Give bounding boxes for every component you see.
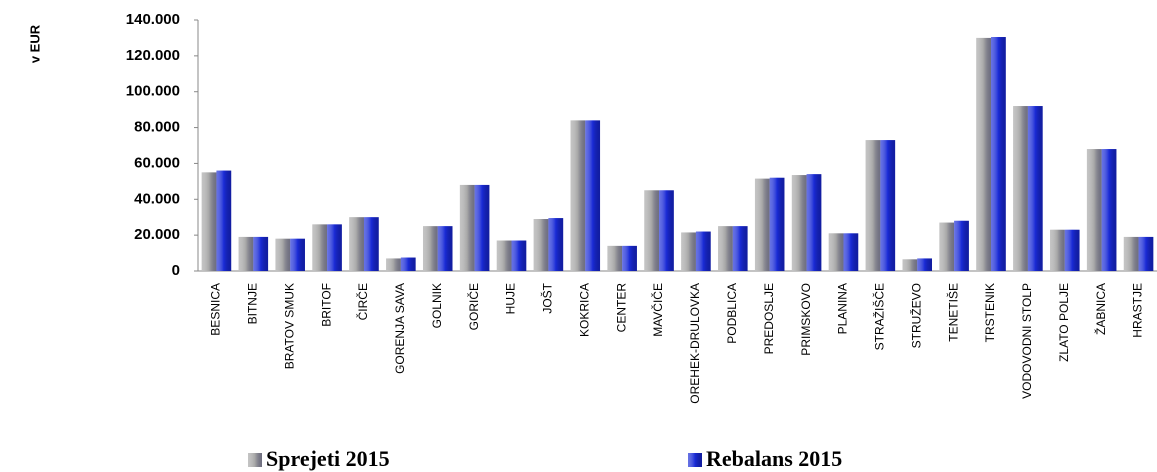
bar-shade <box>275 238 291 271</box>
x-tick-label: BRITOF <box>319 283 333 327</box>
bar-shade <box>769 177 785 271</box>
bar-shade <box>880 140 896 271</box>
y-tick-label: 20.000 <box>134 226 180 243</box>
x-tick-label: PRIMSKOVO <box>799 283 813 356</box>
bar-shade <box>732 226 748 271</box>
bar-shade <box>954 220 969 271</box>
legend-swatch-shade <box>688 453 702 467</box>
x-tick-label: PLANINA <box>836 283 850 334</box>
bar-shade <box>622 245 637 271</box>
bar-shade <box>991 37 1006 272</box>
x-tick-label: TENETIŠE <box>945 283 960 342</box>
bar-shade <box>511 240 527 271</box>
x-tick-label: ČIRČE <box>355 283 370 320</box>
bar-shade <box>400 257 416 271</box>
x-tick-label: KOKRICA <box>577 283 591 337</box>
bar-shade <box>253 236 269 271</box>
x-tick-label: GORENJA SAVA <box>393 283 407 374</box>
legend-label: Sprejeti 2015 <box>266 446 390 471</box>
y-tick-label: 140.000 <box>126 11 180 28</box>
bar-shade <box>459 184 475 271</box>
y-tick-label: 120.000 <box>126 47 180 64</box>
x-tick-label: MAVČIČE <box>650 283 665 337</box>
bar-shade <box>607 245 623 271</box>
x-tick-label: STRAŽIŠČE <box>872 283 887 350</box>
x-tick-label: VODOVODNI STOLP <box>1020 283 1034 399</box>
bar-shade <box>976 37 992 271</box>
bar-shade <box>1050 229 1065 271</box>
bar-shade <box>216 170 232 271</box>
legend-swatch-shade <box>248 453 262 467</box>
bar-shade <box>474 184 490 271</box>
x-tick-label: ŽABNICA <box>1093 283 1108 335</box>
bar-shade <box>238 236 254 271</box>
bar-shade <box>327 224 342 271</box>
x-tick-label: GORIČE <box>466 283 481 330</box>
x-tick-label: CENTER <box>614 283 628 333</box>
bar-shade <box>791 175 807 271</box>
bar-shade <box>1101 149 1117 271</box>
bar-shade <box>754 178 770 271</box>
legend-label: Rebalans 2015 <box>706 446 842 471</box>
bar-shade <box>1086 149 1102 271</box>
x-tick-label: STRUŽEVO <box>908 283 923 348</box>
bar-shade <box>902 259 918 271</box>
bar-shade <box>917 258 933 271</box>
bar-shade <box>386 258 401 271</box>
x-tick-label: BESNICA <box>209 283 223 336</box>
bar-shade <box>201 172 217 271</box>
y-tick-label: 100.000 <box>126 83 180 100</box>
bar-shade <box>1064 229 1080 271</box>
bar-shade <box>865 140 881 271</box>
bar-shade <box>570 120 586 272</box>
x-tick-label: HRASTJE <box>1131 283 1145 338</box>
bar-shade <box>843 233 859 271</box>
y-tick-label: 0 <box>172 262 180 279</box>
bar-shade <box>312 224 328 271</box>
x-tick-label: PREDOSLJE <box>762 283 776 354</box>
x-tick-label: PODBLICA <box>725 283 739 344</box>
bar-shade <box>806 174 822 271</box>
x-tick-label: BITNJE <box>245 283 259 324</box>
y-axis-label: v EUR <box>27 24 42 63</box>
bar-shade <box>437 226 453 271</box>
x-tick-label: ZLATO POLJE <box>1057 283 1071 362</box>
bar-shade <box>828 233 844 271</box>
x-tick-label: GOLNIK <box>430 283 444 328</box>
bar-shade <box>363 217 379 271</box>
bar-shade <box>1027 106 1043 271</box>
bar-shade <box>422 226 438 271</box>
bar-shade <box>939 222 955 271</box>
y-tick-label: 60.000 <box>134 154 180 171</box>
bar-shade <box>349 217 364 271</box>
bar-shade <box>1123 236 1139 271</box>
y-tick-label: 40.000 <box>134 190 180 207</box>
y-tick-label: 80.000 <box>134 119 180 136</box>
bar-shade <box>681 232 696 271</box>
bar-shade <box>496 240 512 271</box>
bar-shade <box>533 219 549 271</box>
bar-shade <box>548 218 564 271</box>
x-tick-label: BRATOV SMUK <box>282 283 296 369</box>
x-tick-label: TRSTENIK <box>983 283 997 342</box>
bar-shade <box>585 120 601 272</box>
x-tick-label: OREHEK-DRULOVKA <box>688 283 702 404</box>
x-tick-label: HUJE <box>504 283 518 314</box>
bar-shade <box>1013 106 1028 271</box>
bar-shade <box>695 231 711 271</box>
bar-shade <box>1138 236 1154 271</box>
bar-shade <box>644 190 660 271</box>
bar-shade <box>659 190 674 271</box>
bar-shade <box>718 226 733 271</box>
bar-shade <box>290 238 305 271</box>
x-tick-label: JOŠT <box>540 282 555 313</box>
